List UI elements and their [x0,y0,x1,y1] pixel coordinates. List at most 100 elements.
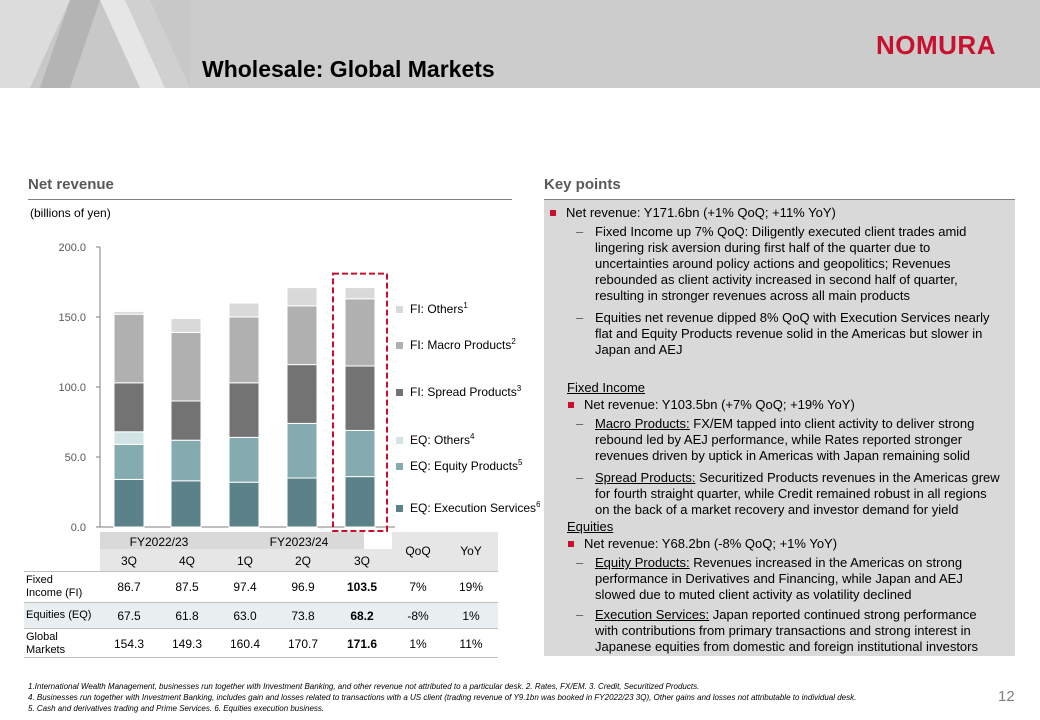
y-tick-label: 0.0 [71,522,86,534]
key-points-panel: Net revenue: Y171.6bn (+1% QoQ; +11% YoY… [544,199,1015,656]
table-cell: 103.5 [346,580,378,594]
table-cell: 19% [458,580,484,594]
bar-segment [170,331,202,402]
bar-segment [286,287,318,307]
bar-segment [344,429,376,478]
qoq-header: QoQ [405,544,431,558]
legend-superscript: 4 [470,432,475,441]
legend-superscript: 5 [518,458,523,467]
bar-segment [228,481,260,528]
units-label: (billions of yen) [30,206,111,220]
legend-label: FI: Macro Products2 [410,337,516,352]
legend-label: EQ: Execution Services6 [410,500,540,515]
table-cell: 1% [409,637,427,651]
net-revenue-underline [28,199,512,200]
kp-text-line: uncertainties around policy actions and … [595,256,951,271]
bullet-square [550,210,556,216]
bar-segment [286,364,318,424]
kp-text-line: Securitized Products revenues in the Ame… [695,470,1000,485]
table-row: Equities (EQ) 67.5 61.8 63.0 73.8 68.2 -… [24,602,498,628]
y-tick-label: 200.0 [58,242,86,254]
highlight-box [332,272,388,532]
col-header: 2Q [294,554,311,568]
legend-label: FI: Others1 [410,301,468,316]
nomura-logo: NOMURA [876,30,996,60]
execution-services-label: Execution Services: [595,607,710,622]
bar-segment [113,431,145,445]
legend-superscript: 1 [463,301,468,310]
table-cell: 7% [409,580,427,594]
table-cell: 149.3 [171,637,203,651]
dash-mark: – [576,555,584,570]
legend-swatch [396,463,403,470]
kp-text-line: Japanese equities from domestic and fore… [595,639,978,654]
footnote-line: 1.International Wealth Management, busin… [28,682,700,691]
table-row: Global Markets 154.3 149.3 160.4 170.7 17… [24,628,498,658]
bar-segment [344,298,376,367]
dash-mark: – [576,607,584,622]
y-tick-label: 50.0 [65,452,86,464]
table-cell: 67.5 [117,609,141,623]
legend-swatch [396,342,403,349]
table-cell: 1% [462,609,480,623]
legend-swatch [396,389,403,396]
kp-text-line: slowed due to muted client activity as v… [595,587,912,602]
legend-superscript: 3 [517,384,522,393]
fy-header-bg [100,532,364,549]
bar-segment [170,480,202,528]
bar-segment [228,302,260,318]
bar-segment [170,317,202,333]
legend-label: EQ: Others4 [410,432,475,447]
legend-superscript: 2 [511,337,516,346]
table-cell: 87.5 [175,580,199,594]
table-row: Fixed Income (FI) 86.7 87.5 97.4 96.9 103… [24,571,498,602]
kp-net-revenue: Net revenue: Y171.6bn (+1% QoQ; +11% YoY… [566,205,836,220]
kp-text-line: on the back of a market recovery and inv… [595,502,959,517]
page-number: 12 [998,688,1015,705]
table-cell: 63.0 [233,609,257,623]
bar-segment [113,310,145,315]
bar-segment [113,382,145,433]
bar-segment [113,313,145,384]
kp-text-line: rebounded as client activity increased i… [595,272,958,287]
bar-segment [344,287,376,300]
footnote-line: 5. Cash and derivatives trading and Prim… [28,704,325,713]
legend-swatch [396,505,403,512]
bar-segment [344,365,376,431]
col-header: 3Q [353,554,370,568]
kp-text-line: Fixed Income up 7% QoQ: Diligently execu… [595,224,967,239]
kp-text-line: for fourth straight quarter, while Credi… [595,486,987,501]
y-tick-label: 150.0 [58,312,86,324]
bar-segment [286,477,318,528]
legend-swatch [396,306,403,313]
table-cell: 86.7 [117,580,141,594]
row-label: Markets [26,644,66,656]
kp-text-line: resulting in stronger revenues across al… [595,288,911,303]
table-cell: 96.9 [291,580,315,594]
net-revenue-chart: 0.0 50.0 100.0 150.0 200.0 FI: Others1 FI: Mac… [58,242,540,534]
table-cell: 61.8 [175,609,199,623]
row-label: Global [26,631,58,643]
kp-text-line: lingering risk aversion during first hal… [595,240,931,255]
key-points-title: Key points [544,176,621,193]
yoy-header: YoY [460,544,482,558]
dash-mark: – [576,416,584,431]
table-cell: 154.3 [113,637,145,651]
y-tick-label: 100.0 [58,382,86,394]
kp-text-line: with contributions from primary transact… [595,623,971,638]
bar-segment [286,422,318,479]
col-header: 1Q [236,554,253,568]
row-label: Equities (EQ) [26,609,92,621]
table-cell: 68.2 [350,609,374,623]
bar-segment [113,478,145,528]
footnote-line: 4. Businesses run together with Investme… [28,693,857,702]
kp-text-line: FX/EM tapped into client activity to del… [689,416,975,431]
table-cell: 171.6 [346,637,378,651]
page-title: Wholesale: Global Markets [202,56,495,82]
table-cell: 170.7 [287,637,319,651]
legend-swatch [396,437,403,444]
bar-segment [113,443,145,480]
kp-text-line: Japan reported continued strong performa… [709,607,977,622]
bar-segment [170,439,202,482]
table-cell: -8% [407,609,429,623]
